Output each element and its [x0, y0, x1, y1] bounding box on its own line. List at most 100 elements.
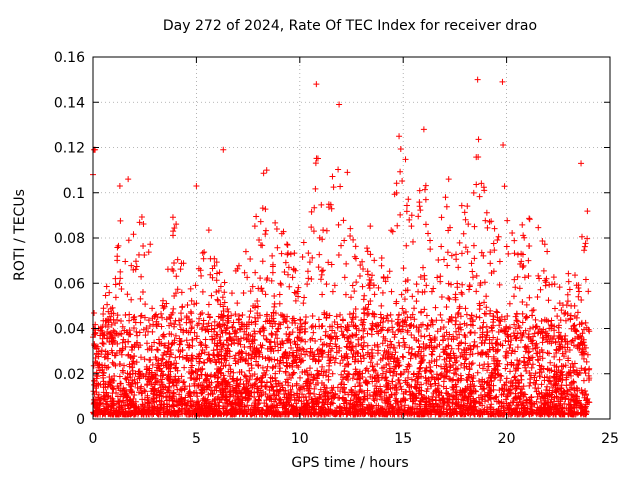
data-point	[110, 410, 117, 417]
data-point	[372, 368, 379, 375]
data-point	[95, 391, 102, 398]
data-point	[447, 406, 454, 413]
data-point	[263, 397, 270, 404]
data-point	[149, 406, 156, 413]
data-point	[292, 320, 299, 327]
data-point	[295, 394, 302, 401]
data-point	[197, 311, 204, 318]
data-point	[325, 349, 332, 356]
data-point	[370, 366, 377, 373]
data-point	[430, 403, 437, 410]
data-point	[469, 350, 476, 357]
data-point	[302, 319, 309, 326]
data-point	[580, 377, 587, 384]
data-point	[139, 390, 146, 397]
data-point	[446, 296, 453, 303]
data-point	[242, 394, 249, 401]
data-point	[443, 372, 450, 379]
data-point	[300, 346, 307, 353]
data-point	[275, 408, 282, 415]
data-point	[291, 405, 298, 412]
data-point	[427, 246, 434, 253]
data-point	[519, 298, 526, 305]
data-point	[129, 344, 136, 351]
data-point	[551, 333, 558, 340]
data-point	[122, 402, 129, 409]
data-point	[285, 264, 292, 271]
data-point	[261, 383, 268, 390]
data-point	[387, 409, 394, 416]
data-point	[283, 241, 290, 248]
data-point	[256, 411, 263, 418]
data-point	[266, 387, 273, 394]
data-point	[242, 248, 249, 255]
data-point	[269, 365, 276, 372]
data-point	[276, 291, 283, 298]
data-point	[526, 348, 533, 355]
data-point	[101, 354, 108, 361]
data-point	[485, 397, 492, 404]
data-point	[215, 366, 222, 373]
data-point	[381, 397, 388, 404]
data-point	[344, 322, 351, 329]
data-point	[264, 311, 271, 318]
data-point	[408, 376, 415, 383]
data-point	[427, 336, 434, 343]
data-point	[473, 288, 480, 295]
data-point	[536, 275, 543, 282]
data-point	[100, 340, 107, 347]
data-point	[337, 183, 344, 190]
data-point	[457, 410, 464, 417]
data-point	[467, 351, 474, 358]
data-point	[443, 369, 450, 376]
data-point	[98, 327, 105, 334]
data-point	[526, 242, 533, 249]
data-point	[453, 251, 460, 258]
data-point	[220, 308, 227, 315]
data-point	[409, 238, 416, 245]
data-point	[503, 375, 510, 382]
data-point	[347, 339, 354, 346]
data-point	[220, 341, 227, 348]
data-point	[438, 214, 445, 221]
data-point	[254, 375, 261, 382]
data-point	[303, 367, 310, 374]
data-point	[255, 397, 262, 404]
data-point	[110, 361, 117, 368]
data-point	[387, 402, 394, 409]
data-point	[234, 300, 241, 307]
data-point	[557, 317, 564, 324]
data-point	[319, 353, 326, 360]
data-point	[465, 345, 472, 352]
data-point	[460, 346, 467, 353]
data-point	[173, 364, 180, 371]
data-point	[421, 368, 428, 375]
data-point	[585, 372, 592, 379]
data-point	[341, 237, 348, 244]
data-point	[482, 337, 489, 344]
data-point	[349, 403, 356, 410]
data-point	[505, 250, 512, 257]
data-point	[495, 317, 502, 324]
data-point	[225, 342, 232, 349]
data-point	[116, 347, 123, 354]
data-point	[425, 230, 432, 237]
data-point	[425, 401, 432, 408]
data-point	[534, 393, 541, 400]
data-point	[398, 386, 405, 393]
data-point	[274, 402, 281, 409]
data-point	[297, 374, 304, 381]
data-point	[491, 247, 498, 254]
data-point	[468, 312, 475, 319]
data-point	[433, 317, 440, 324]
data-point	[537, 366, 544, 373]
data-point	[211, 325, 218, 332]
data-point	[311, 391, 318, 398]
data-point	[361, 411, 368, 418]
data-point	[158, 368, 165, 375]
data-point	[293, 380, 300, 387]
data-point	[90, 396, 97, 403]
data-point	[331, 394, 338, 401]
data-point	[160, 383, 167, 390]
data-point	[354, 408, 361, 415]
